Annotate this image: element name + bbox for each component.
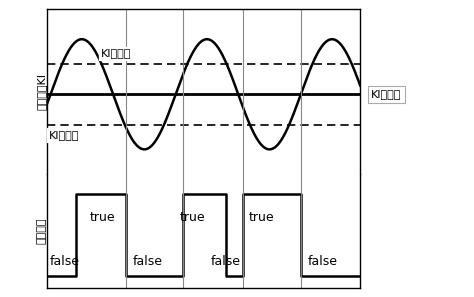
Text: true: true — [249, 211, 274, 224]
Text: true: true — [180, 211, 206, 224]
Text: false: false — [133, 255, 163, 268]
Text: false: false — [211, 255, 241, 268]
Y-axis label: 爆震状态: 爆震状态 — [37, 218, 47, 244]
Y-axis label: 爆震強度KI: 爆震強度KI — [37, 73, 47, 110]
Text: KI目标值: KI目标值 — [371, 89, 402, 99]
Text: true: true — [89, 211, 115, 224]
Text: false: false — [50, 255, 80, 268]
Text: false: false — [308, 255, 337, 268]
Text: KI上限值: KI上限值 — [100, 48, 131, 59]
Text: KI下限值: KI下限值 — [49, 130, 79, 140]
